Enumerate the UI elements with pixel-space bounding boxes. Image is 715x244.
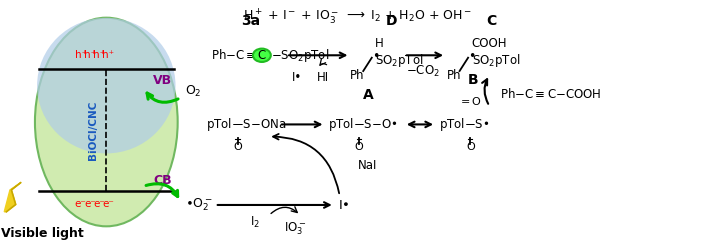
Ellipse shape [37, 18, 175, 153]
Text: I•: I• [292, 71, 302, 84]
Text: SO$_2$pTol: SO$_2$pTol [472, 52, 520, 69]
Text: h⁺: h⁺ [102, 50, 114, 60]
Text: h⁺: h⁺ [93, 50, 105, 60]
Text: •: • [468, 50, 475, 63]
Text: h⁺: h⁺ [74, 50, 87, 60]
Text: h⁺: h⁺ [84, 50, 96, 60]
Text: $-$S$-$ONa: $-$S$-$ONa [232, 118, 286, 131]
Text: H: H [375, 37, 383, 50]
Text: O: O [466, 142, 475, 152]
Text: O: O [355, 142, 363, 152]
Text: e⁻: e⁻ [74, 199, 87, 209]
Text: COOH: COOH [472, 37, 507, 50]
Text: Ph: Ph [350, 69, 365, 82]
Text: O$_2$: O$_2$ [184, 84, 202, 99]
Text: HI: HI [317, 71, 330, 84]
Text: $\bullet$O$_2^-$: $\bullet$O$_2^-$ [184, 197, 212, 213]
Text: Ph$-$C$\equiv$C$-$COOH: Ph$-$C$\equiv$C$-$COOH [500, 87, 601, 101]
Text: VB: VB [153, 74, 172, 87]
Text: C: C [257, 49, 266, 62]
Text: $-$SO$_2$pTol: $-$SO$_2$pTol [271, 47, 330, 64]
Text: Visible light: Visible light [1, 227, 84, 240]
Text: $-$CO$_2$: $-$CO$_2$ [406, 63, 440, 79]
Text: I$•$: I$•$ [337, 199, 349, 212]
Text: e⁻: e⁻ [93, 199, 105, 209]
Text: e⁻: e⁻ [102, 199, 114, 209]
Text: Ph: Ph [447, 69, 461, 82]
Text: $-$S•: $-$S• [465, 118, 490, 131]
Text: pTol$-$: pTol$-$ [439, 116, 475, 133]
Text: $-$S$-$O•: $-$S$-$O• [354, 118, 398, 131]
Text: O: O [233, 142, 242, 152]
Text: D: D [386, 14, 398, 28]
Text: CB: CB [153, 174, 172, 187]
Text: •: • [372, 50, 379, 63]
Text: H$^+$ + I$^-$ + IO$_3^-$ $\longrightarrow$ I$_2$ + H$_2$O + OH$^-$: H$^+$ + I$^-$ + IO$_3^-$ $\longrightarro… [243, 7, 472, 26]
Text: pTol$-$: pTol$-$ [206, 116, 242, 133]
Text: Ph$-$C$\equiv$: Ph$-$C$\equiv$ [211, 48, 257, 62]
Text: BiOCl/CNC: BiOCl/CNC [89, 100, 99, 160]
Ellipse shape [35, 18, 177, 226]
Text: NaI: NaI [358, 159, 377, 172]
Text: IO$_3^-$: IO$_3^-$ [284, 220, 307, 236]
Text: SO$_2$pTol: SO$_2$pTol [375, 52, 423, 69]
Ellipse shape [253, 49, 271, 62]
Text: 3a: 3a [241, 14, 260, 28]
Text: $\mathdefault{=}$O: $\mathdefault{=}$O [458, 95, 482, 107]
Text: I$_2$: I$_2$ [250, 215, 260, 230]
Text: A: A [363, 88, 373, 102]
Text: pTol$-$: pTol$-$ [327, 116, 363, 133]
Text: e⁻: e⁻ [84, 199, 96, 209]
Text: C: C [486, 14, 497, 28]
Polygon shape [4, 183, 21, 212]
Text: B: B [468, 72, 478, 87]
